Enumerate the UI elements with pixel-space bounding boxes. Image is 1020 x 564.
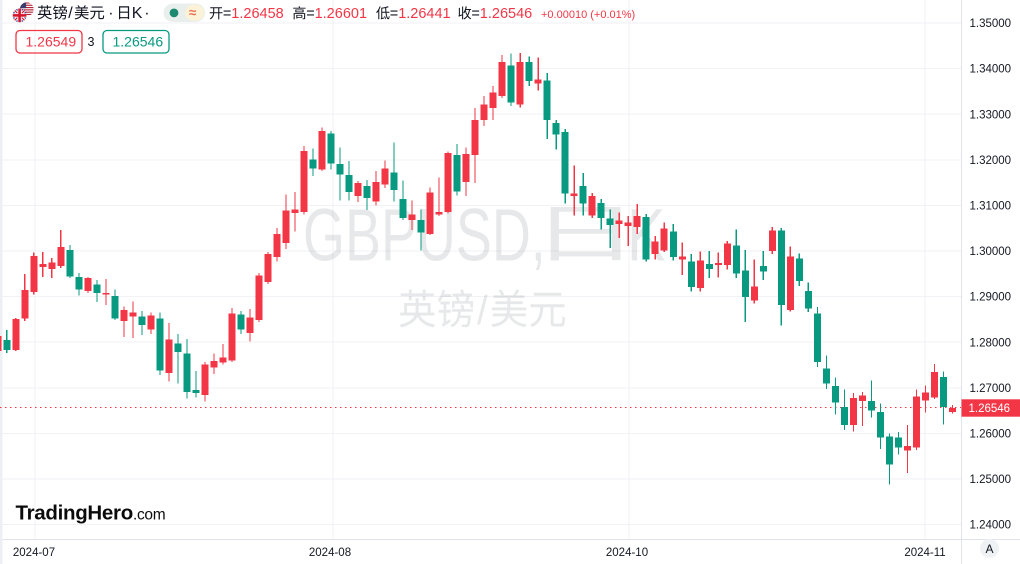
svg-text:1.32000: 1.32000 xyxy=(970,155,1012,167)
svg-text:2024-07: 2024-07 xyxy=(13,547,55,559)
svg-text:1.26546: 1.26546 xyxy=(969,403,1011,415)
svg-text:2024-08: 2024-08 xyxy=(309,547,351,559)
svg-text:=: = xyxy=(223,6,231,22)
svg-text:+0.00010 (+0.01%): +0.00010 (+0.01%) xyxy=(541,9,635,21)
svg-text:1.26546: 1.26546 xyxy=(113,34,164,50)
svg-text:=: = xyxy=(471,6,479,22)
svg-text:1.26549: 1.26549 xyxy=(26,34,77,50)
svg-text:1.26000: 1.26000 xyxy=(970,429,1012,441)
svg-text:2024-10: 2024-10 xyxy=(606,547,648,559)
svg-text:1.33000: 1.33000 xyxy=(970,109,1012,121)
svg-text:A: A xyxy=(985,542,993,556)
svg-text:1.26441: 1.26441 xyxy=(398,6,450,22)
svg-text:/: / xyxy=(477,288,489,333)
svg-text:=: = xyxy=(390,6,398,22)
svg-text:/: / xyxy=(68,5,73,22)
svg-text:·: · xyxy=(108,5,113,22)
svg-text:3: 3 xyxy=(88,35,95,49)
svg-text:1.31000: 1.31000 xyxy=(970,201,1012,213)
svg-text:·: · xyxy=(144,5,149,22)
svg-text:1.24000: 1.24000 xyxy=(970,520,1012,532)
svg-text:1.35000: 1.35000 xyxy=(970,18,1012,30)
svg-text:1.26601: 1.26601 xyxy=(315,6,367,22)
svg-text:1.29000: 1.29000 xyxy=(970,292,1012,304)
svg-text:GBPUSD,: GBPUSD, xyxy=(303,193,546,276)
svg-text:1.25000: 1.25000 xyxy=(970,474,1012,486)
svg-text:1.26458: 1.26458 xyxy=(231,6,283,22)
svg-text:=: = xyxy=(306,6,314,22)
svg-text:1.26546: 1.26546 xyxy=(480,6,532,22)
svg-text:≈: ≈ xyxy=(189,5,197,20)
svg-text:1.28000: 1.28000 xyxy=(970,337,1012,349)
svg-text:1.34000: 1.34000 xyxy=(970,64,1012,76)
svg-text:TradingHero.com: TradingHero.com xyxy=(16,502,166,525)
svg-text:K: K xyxy=(132,5,143,22)
svg-text:1.30000: 1.30000 xyxy=(970,246,1012,258)
svg-text:2024-11: 2024-11 xyxy=(904,547,945,559)
svg-text:1.27000: 1.27000 xyxy=(970,383,1012,395)
